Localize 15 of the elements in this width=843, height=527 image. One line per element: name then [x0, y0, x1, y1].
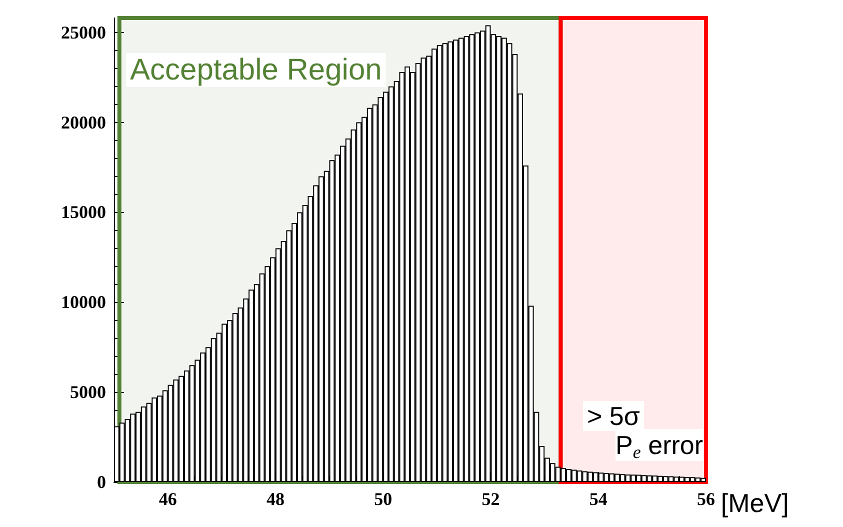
- band-label: > 5σ: [587, 401, 640, 431]
- x-tick-label: 56: [697, 489, 715, 509]
- y-tick-label: 5000: [70, 382, 106, 402]
- x-axis-title: [MeV]: [720, 488, 789, 518]
- y-tick-label: 20000: [61, 112, 106, 132]
- x-tick-label: 46: [158, 489, 177, 509]
- y-tick-label: 0: [97, 472, 106, 492]
- y-tick-label: 10000: [61, 292, 106, 312]
- y-tick-label: 15000: [61, 202, 106, 222]
- x-tick-label: 54: [589, 489, 608, 509]
- x-tick-label: 48: [266, 489, 284, 509]
- band-label: Acceptable Region: [130, 54, 382, 86]
- x-tick-label: 50: [374, 489, 392, 509]
- x-tick-label: 52: [482, 489, 500, 509]
- y-tick-label: 25000: [61, 22, 106, 42]
